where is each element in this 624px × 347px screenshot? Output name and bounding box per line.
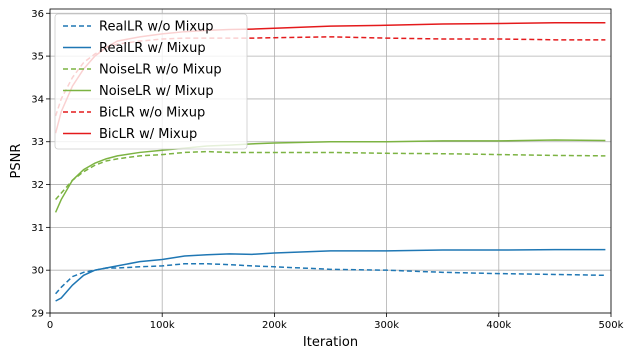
plot-frame	[49, 8, 612, 314]
legend-label: NoiseLR w/ Mixup	[99, 84, 214, 99]
series-line	[55, 150, 606, 201]
series-line	[54, 139, 606, 213]
x-tick-label: 300k	[374, 320, 399, 331]
legend-label: BicLR w/ Mixup	[99, 127, 197, 142]
x-axis-label: Iteration	[303, 335, 358, 347]
legend-label: NoiseLR w/o Mixup	[99, 63, 222, 78]
x-tick-label: 200k	[262, 320, 287, 331]
y-tick-label: 32	[31, 180, 44, 191]
legend-label: RealLR w/ Mixup	[99, 41, 206, 56]
y-tick-label: 30	[31, 266, 44, 277]
legend: RealLR w/o Mixup RealLR w/ Mixup NoiseLR w…	[54, 13, 248, 150]
x-tick-label: 100k	[150, 320, 175, 331]
y-tick-label: 31	[31, 223, 44, 234]
y-tick-label: 29	[31, 309, 44, 320]
y-axis-label: PSNR	[9, 144, 24, 179]
x-tick-label: 400k	[486, 320, 511, 331]
x-tick-label: 500k	[599, 320, 624, 331]
y-tick-label: 33	[31, 137, 44, 148]
y-tick-label: 34	[31, 94, 44, 105]
x-tick-label: 0	[47, 320, 53, 331]
legend-label: RealLR w/o Mixup	[99, 20, 214, 35]
tick-layer: 0 100k 200k 300k 400k 500k 29 30 31 32 33 34 35 36	[31, 9, 623, 331]
legend-label: BicLR w/o Mixup	[99, 106, 205, 121]
y-tick-label: 36	[31, 9, 44, 20]
legend-box	[54, 13, 248, 150]
y-tick-label: 35	[31, 52, 44, 63]
series-line	[55, 263, 606, 295]
series-line	[55, 248, 606, 302]
